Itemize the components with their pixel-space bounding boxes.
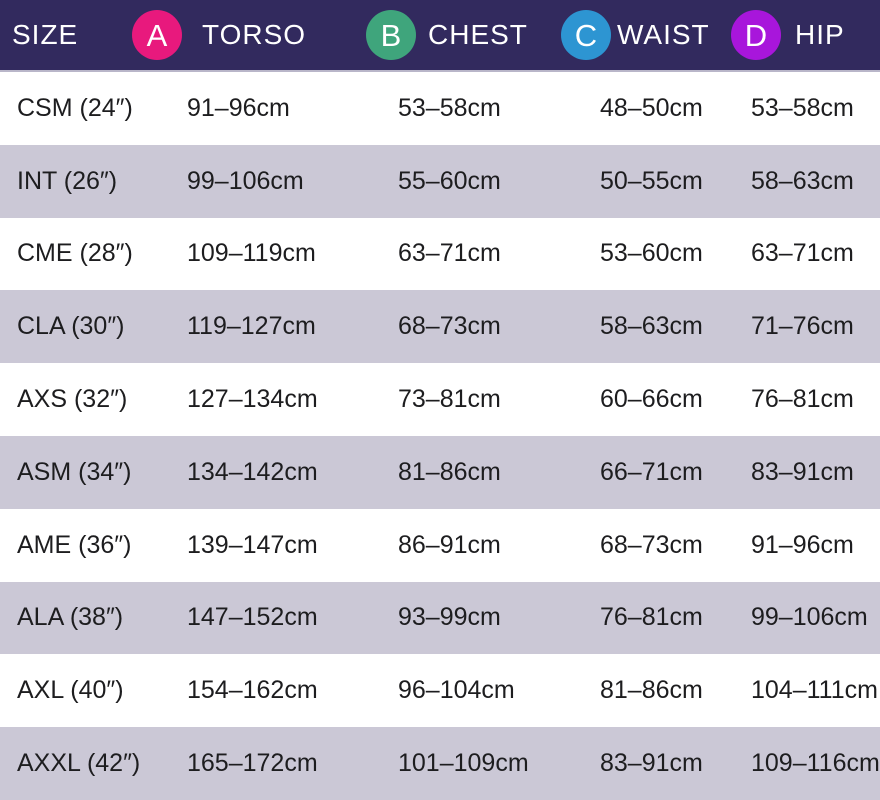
- column-header-chest: B CHEST: [366, 0, 528, 70]
- cell-torso: 119–127cm: [187, 312, 316, 341]
- cell-hip: 104–111cm: [751, 676, 878, 705]
- cell-torso: 127–134cm: [187, 385, 318, 414]
- cell-size: CSM (24″): [17, 93, 133, 122]
- cell-torso: 139–147cm: [187, 530, 318, 559]
- cell-size: INT (26″): [17, 166, 118, 195]
- cell-hip: 71–76cm: [751, 312, 854, 341]
- cell-torso: 147–152cm: [187, 603, 318, 632]
- cell-torso: 109–119cm: [187, 239, 316, 268]
- cell-waist: 48–50cm: [600, 93, 703, 122]
- cell-hip: 109–116cm: [751, 749, 880, 778]
- cell-chest: 96–104cm: [398, 676, 515, 705]
- table-body: CSM (24″) 91–96cm 53–58cm 48–50cm 53–58c…: [0, 72, 880, 800]
- cell-waist: 60–66cm: [600, 385, 703, 414]
- cell-size: AXL (40″): [17, 676, 124, 705]
- cell-waist: 58–63cm: [600, 312, 703, 341]
- cell-hip: 63–71cm: [751, 239, 854, 268]
- badge-d-icon: D: [731, 10, 781, 60]
- cell-waist: 68–73cm: [600, 530, 703, 559]
- cell-chest: 81–86cm: [398, 457, 501, 486]
- cell-waist: 50–55cm: [600, 166, 703, 195]
- cell-chest: 53–58cm: [398, 93, 501, 122]
- badge-b-icon: B: [366, 10, 416, 60]
- cell-size: CLA (30″): [17, 312, 125, 341]
- badge-c-icon: C: [561, 10, 611, 60]
- table-row: ALA (38″) 147–152cm 93–99cm 76–81cm 99–1…: [0, 581, 880, 655]
- column-header-waist: C WAIST: [561, 0, 710, 70]
- table-row: CME (28″) 109–119cm 63–71cm 53–60cm 63–7…: [0, 217, 880, 291]
- cell-chest: 73–81cm: [398, 385, 501, 414]
- badge-a-icon: A: [132, 10, 182, 60]
- torso-column-label: TORSO: [202, 19, 307, 50]
- cell-torso: 134–142cm: [187, 457, 318, 486]
- table-row: INT (26″) 99–106cm 55–60cm 50–55cm 58–63…: [0, 144, 880, 218]
- cell-hip: 91–96cm: [751, 530, 854, 559]
- table-row: CSM (24″) 91–96cm 53–58cm 48–50cm 53–58c…: [0, 72, 880, 145]
- table-row: AME (36″) 139–147cm 86–91cm 68–73cm 91–9…: [0, 508, 880, 582]
- cell-chest: 63–71cm: [398, 239, 501, 268]
- cell-waist: 76–81cm: [600, 603, 703, 632]
- cell-size: ASM (34″): [17, 457, 132, 486]
- cell-torso: 154–162cm: [187, 676, 318, 705]
- cell-waist: 66–71cm: [600, 457, 703, 486]
- table-row: AXL (40″) 154–162cm 96–104cm 81–86cm 104…: [0, 654, 880, 728]
- column-header-size: SIZE: [12, 0, 78, 70]
- cell-waist: 83–91cm: [600, 749, 703, 778]
- cell-torso: 99–106cm: [187, 166, 304, 195]
- cell-size: ALA (38″): [17, 603, 124, 632]
- cell-torso: 91–96cm: [187, 93, 290, 122]
- cell-hip: 83–91cm: [751, 457, 854, 486]
- cell-waist: 53–60cm: [600, 239, 703, 268]
- cell-waist: 81–86cm: [600, 676, 703, 705]
- waist-column-label: WAIST: [617, 19, 710, 50]
- cell-chest: 93–99cm: [398, 603, 501, 632]
- cell-hip: 76–81cm: [751, 385, 854, 414]
- table-row: ASM (34″) 134–142cm 81–86cm 66–71cm 83–9…: [0, 435, 880, 509]
- cell-size: CME (28″): [17, 239, 133, 268]
- cell-chest: 68–73cm: [398, 312, 501, 341]
- chest-column-label: CHEST: [428, 19, 528, 50]
- cell-hip: 99–106cm: [751, 603, 868, 632]
- cell-chest: 86–91cm: [398, 530, 501, 559]
- table-header: SIZE A TORSO B CHEST C WAIST D HIP: [0, 0, 880, 72]
- cell-size: AXS (32″): [17, 385, 128, 414]
- table-row: AXS (32″) 127–134cm 73–81cm 60–66cm 76–8…: [0, 363, 880, 436]
- cell-chest: 101–109cm: [398, 749, 529, 778]
- hip-column-label: HIP: [795, 19, 845, 50]
- table-row: AXXL (42″) 165–172cm 101–109cm 83–91cm 1…: [0, 727, 880, 800]
- column-header-torso: A TORSO: [132, 0, 306, 70]
- table-row: CLA (30″) 119–127cm 68–73cm 58–63cm 71–7…: [0, 290, 880, 364]
- column-header-hip: D HIP: [731, 0, 845, 70]
- cell-hip: 53–58cm: [751, 93, 854, 122]
- cell-size: AXXL (42″): [17, 749, 141, 778]
- cell-size: AME (36″): [17, 530, 132, 559]
- cell-chest: 55–60cm: [398, 166, 501, 195]
- cell-hip: 58–63cm: [751, 166, 854, 195]
- cell-torso: 165–172cm: [187, 749, 318, 778]
- size-column-label: SIZE: [12, 19, 79, 50]
